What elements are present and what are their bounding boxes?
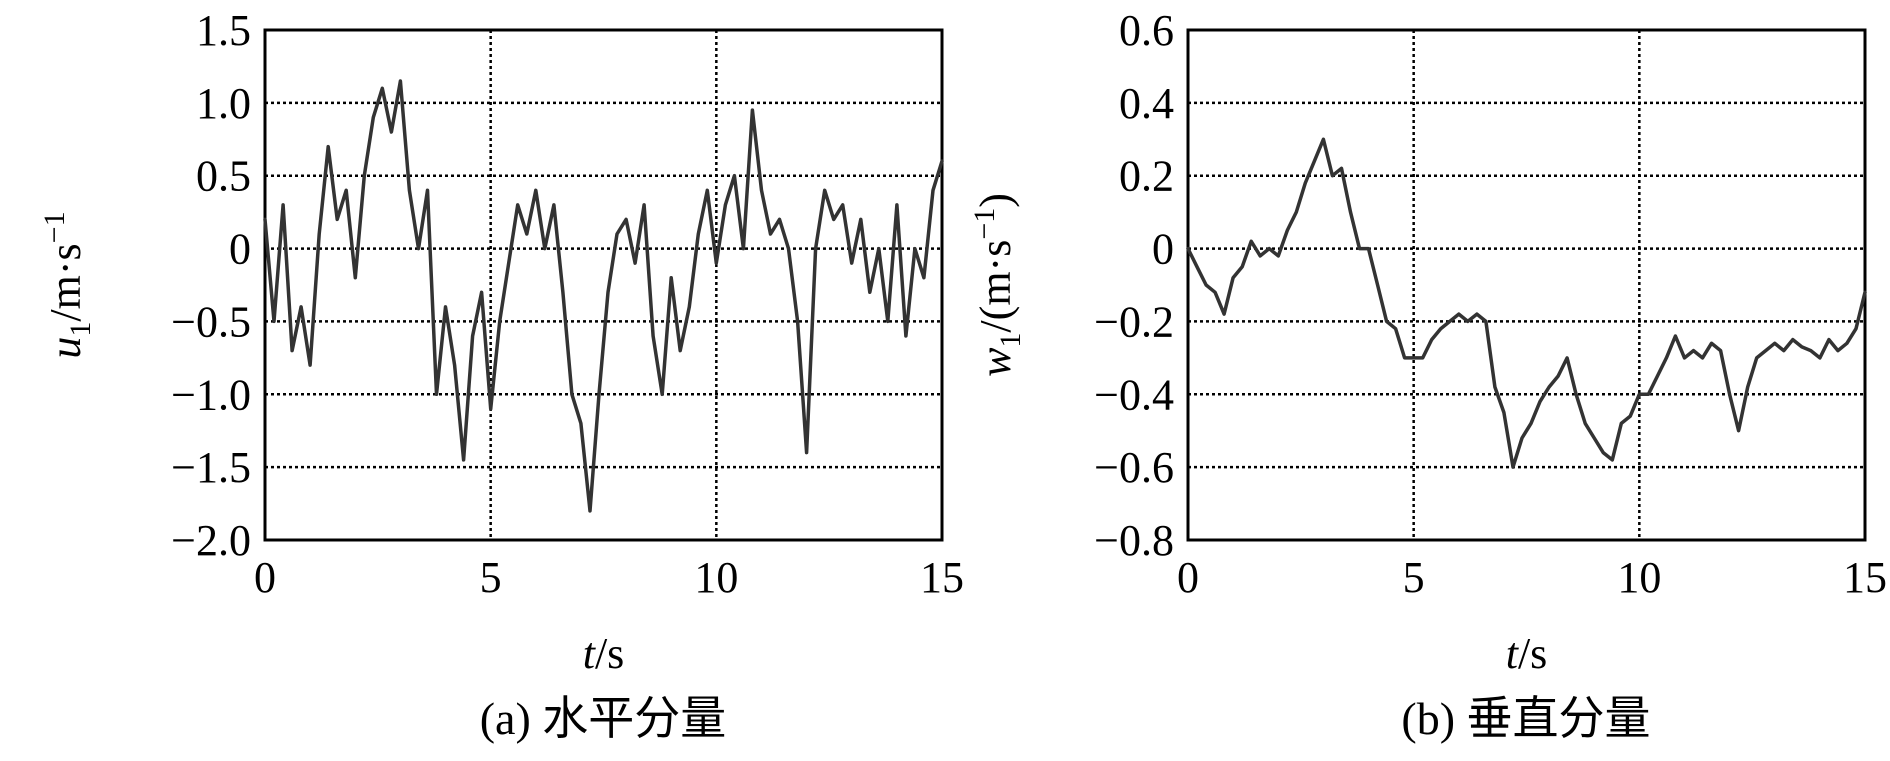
- panel-a-horizontal-component: −2.0 −1.5 −1.0 −0.5 0 0.5 1.0 1.5 0 5 10 15 t/s u1/m·…: [38, 6, 964, 744]
- series-line: [1186, 137, 1867, 469]
- x-tick-label: 0: [1177, 553, 1199, 602]
- y-tick-label: −1.5: [171, 443, 251, 492]
- y-tick-label: 0.2: [1119, 152, 1174, 201]
- y-tick-label: 1.5: [196, 6, 251, 55]
- x-tick-label: 5: [480, 553, 502, 602]
- y-tick-label: 0.4: [1119, 79, 1174, 128]
- x-axis-unit: /s: [1518, 629, 1547, 678]
- x-axis-label: t/s: [583, 629, 625, 678]
- y-axis-unit: /m·s: [41, 243, 90, 321]
- panel-caption: (b) 垂直分量: [1401, 693, 1650, 744]
- y-axis-variable: w: [971, 347, 1020, 377]
- y-tick-label: 0.5: [196, 152, 251, 201]
- y-tick-label: 0.6: [1119, 6, 1174, 55]
- y-axis-superscript: −1: [968, 208, 1001, 240]
- x-tick-label: 10: [694, 553, 738, 602]
- series-line: [263, 79, 944, 513]
- y-axis-subscript: 1: [64, 322, 97, 337]
- y-tick-label: 0: [229, 225, 251, 274]
- y-tick-label: −2.0: [171, 516, 251, 565]
- y-tick-label: −0.2: [1094, 297, 1174, 346]
- y-tick-label: 0: [1152, 225, 1174, 274]
- y-axis-subscript: 1: [994, 333, 1027, 348]
- y-tick-label: −0.8: [1094, 516, 1174, 565]
- panel-b-vertical-component: −0.8 −0.6 −0.4 −0.2 0 0.2 0.4 0.6 0 5 10 15 t/s w1/(m…: [968, 6, 1887, 744]
- x-axis-variable: t: [583, 629, 597, 678]
- x-axis-label: t/s: [1506, 629, 1548, 678]
- y-tick-label: −1.0: [171, 370, 251, 419]
- y-axis-unit: /(m·s: [971, 240, 1020, 333]
- x-axis-variable: t: [1506, 629, 1520, 678]
- y-axis-label: u1/m·s−1: [38, 211, 97, 358]
- y-axis-unit-close: ): [971, 193, 1020, 208]
- x-tick-label: 15: [920, 553, 964, 602]
- x-tick-label: 10: [1617, 553, 1661, 602]
- x-axis-unit: /s: [595, 629, 624, 678]
- y-axis-variable: u: [41, 337, 90, 359]
- plot-frame: [1186, 28, 1867, 542]
- x-tick-label: 0: [254, 553, 276, 602]
- y-tick-label: −0.5: [171, 297, 251, 346]
- y-tick-label: −0.6: [1094, 443, 1174, 492]
- plot-frame: [263, 28, 944, 542]
- y-tick-label: −0.4: [1094, 370, 1174, 419]
- y-axis-superscript: −1: [38, 211, 71, 243]
- x-tick-label: 5: [1403, 553, 1425, 602]
- panel-caption: (a) 水平分量: [480, 693, 727, 744]
- x-tick-label: 15: [1843, 553, 1887, 602]
- y-tick-label: 1.0: [196, 79, 251, 128]
- y-axis-label: w1/(m·s−1): [968, 193, 1027, 377]
